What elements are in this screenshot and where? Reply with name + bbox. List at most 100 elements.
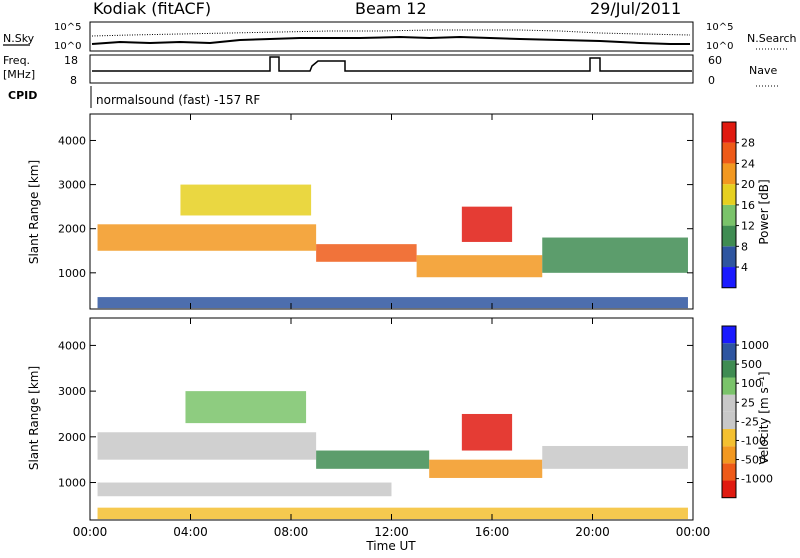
velocity-echo-band-3: [316, 450, 430, 469]
power-colorbar-cell: [722, 225, 736, 247]
power-colorbar-cell: [722, 142, 736, 164]
velocity-colorbar-tick-label: 500: [741, 358, 762, 371]
power-colorbar-tick-label: 24: [741, 157, 755, 170]
velocity-colorbar-cell: [722, 326, 736, 344]
power-colorbar-tick-label: 20: [741, 178, 755, 191]
power-colorbar-tick-label: 16: [741, 199, 755, 212]
power-echo-band-4: [180, 184, 312, 216]
time-x-tick-label: 08:00: [274, 525, 309, 539]
velocity-colorbar-cell: [722, 429, 736, 447]
velocity-colorbar: 1000 500 100 25 -25 -100 -500 -1000: [721, 325, 773, 499]
power-colorbar-tick-label: 8: [741, 240, 748, 253]
beam-title: Beam 12: [355, 0, 427, 18]
nsearch-noise-trace: [91, 29, 691, 37]
cpid-text: normalsound (fast) -157 RF: [96, 93, 260, 107]
power-y-tick-label: 3000: [58, 179, 86, 192]
freq-tick-bottom: 8: [70, 74, 77, 87]
power-y-tick-label: 4000: [58, 134, 86, 147]
noise-tick-right-bottom: 10^0: [706, 41, 733, 52]
power-colorbar-tick-label: 4: [741, 261, 748, 274]
power-echo-band-1: [316, 244, 417, 262]
velocity-colorbar-tick-label: 25: [741, 396, 755, 409]
velocity-colorbar-frame: [721, 325, 737, 499]
velocity-colorbar-cell: [722, 394, 736, 412]
velocity-y-tick-label: 4000: [58, 339, 86, 352]
velocity-colorbar-tick-label: -25: [741, 415, 759, 428]
nsky-noise-trace: [91, 35, 690, 45]
velocity-colorbar-tick-label: -1000: [741, 473, 773, 486]
power-y-tick-label: 1000: [58, 267, 86, 280]
nave-label: Nave: [749, 64, 777, 77]
velocity-colorbar-cell: [722, 377, 736, 395]
nave-tick-top: 60: [708, 54, 722, 67]
freq-unit-label: [MHz]: [3, 68, 35, 81]
power-echo-band-6: [97, 297, 688, 309]
velocity-colorbar-cell: [722, 446, 736, 464]
velocity-y-tick-label: 2000: [58, 431, 86, 444]
power-colorbar-tick-label: 12: [741, 220, 755, 233]
power-echo-band-3: [542, 237, 688, 273]
velocity-y-axis-label: Slant Range [km]: [27, 366, 41, 470]
power-y-tick-label: 2000: [58, 223, 86, 236]
freq-tick-top: 18: [64, 54, 78, 67]
power-colorbar-cell: [722, 184, 736, 205]
velocity-y-ticks: 4000 3000 2000 1000: [58, 339, 693, 490]
power-y-axis-label: Slant Range [km]: [27, 160, 41, 264]
power-colorbar-cell: [722, 122, 736, 143]
power-colorbar-cell: [722, 163, 736, 185]
velocity-colorbar-cell: [722, 463, 736, 481]
velocity-colorbar-tick-label: -500: [741, 454, 766, 467]
velocity-colorbar-cell: [722, 480, 736, 498]
power-echo-band-2: [416, 255, 543, 278]
velocity-colorbar-label: Velocity [m s⁻¹]: [757, 371, 771, 464]
velocity-echo-band-2: [185, 391, 307, 424]
noise-tick-left-top: 10^5: [54, 22, 81, 33]
time-x-tick-label: 00:00: [676, 525, 711, 539]
power-panel: 4000 3000 2000 1000 Slant Range [km] 28 24 20…: [27, 113, 771, 310]
power-echo-band-0: [97, 224, 317, 251]
time-x-tick-label: 00:00: [73, 525, 108, 539]
velocity-y-tick-label: 3000: [58, 385, 86, 398]
time-x-tick-label: 16:00: [475, 525, 510, 539]
noise-panel: [89, 21, 694, 52]
freq-label: Freq.: [3, 54, 30, 67]
velocity-data: [97, 391, 688, 520]
cpid-label: CPID: [8, 89, 37, 102]
power-colorbar-tick-label: 28: [741, 137, 755, 150]
nsky-label: N.Sky: [3, 32, 35, 45]
freq-panel: [89, 54, 694, 84]
power-echo-band-5: [461, 206, 513, 242]
freq-trace: [92, 56, 692, 72]
time-x-ticks: 00:00 04:00 08:00 12:00 16:00 20:00 00:00: [73, 114, 711, 539]
velocity-echo-band-1: [97, 482, 392, 497]
power-colorbar-label: Power [dB]: [757, 179, 771, 244]
velocity-panel: 4000 3000 2000 1000 Slant Range [km] 1000 50…: [27, 114, 773, 553]
velocity-colorbar-cell: [722, 343, 736, 361]
power-data: [97, 184, 688, 309]
power-colorbar-cell: [722, 267, 736, 288]
nave-tick-bottom: 0: [708, 74, 715, 87]
velocity-echo-band-6: [542, 445, 688, 469]
velocity-colorbar-cell: [722, 360, 736, 378]
velocity-colorbar-cell: [722, 411, 736, 430]
date-title: 29/Jul/2011: [590, 0, 681, 18]
velocity-colorbar-tick-label: -100: [741, 434, 766, 447]
power-colorbar-cell: [722, 204, 736, 226]
velocity-echo-band-5: [461, 413, 513, 451]
noise-tick-left-bottom: 10^0: [54, 41, 81, 52]
velocity-echo-band-0: [97, 432, 317, 460]
power-colorbar: 28 24 20 16 12 8 4: [721, 121, 755, 289]
power-colorbar-cell: [722, 246, 736, 268]
nsearch-label: N.Search: [747, 32, 797, 45]
velocity-y-tick-label: 1000: [58, 477, 86, 490]
station-title: Kodiak (fitACF): [93, 0, 211, 18]
time-x-tick-label: 20:00: [575, 525, 610, 539]
x-axis-label: Time UT: [365, 539, 416, 553]
time-x-tick-label: 04:00: [173, 525, 208, 539]
velocity-echo-band-7: [97, 507, 688, 520]
noise-tick-right-top: 10^5: [706, 22, 733, 33]
velocity-colorbar-tick-label: 100: [741, 377, 762, 390]
velocity-echo-band-4: [429, 459, 543, 478]
